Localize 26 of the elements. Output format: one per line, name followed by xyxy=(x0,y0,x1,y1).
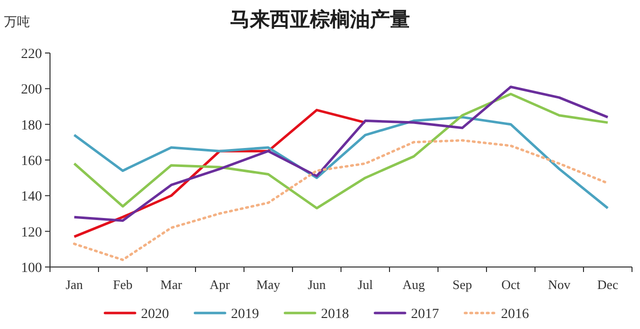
legend-label: 2020 xyxy=(141,307,169,322)
y-tick-label: 120 xyxy=(21,225,42,240)
y-axis-title: 万吨 xyxy=(4,14,30,29)
chart-title: 马来西亚棕榈油产量 xyxy=(230,8,410,31)
y-tick-label: 140 xyxy=(21,190,42,205)
legend-label: 2016 xyxy=(501,307,529,322)
legend-label: 2018 xyxy=(321,307,349,322)
x-tick-label: Jul xyxy=(358,277,374,292)
x-tick-label: Apr xyxy=(210,277,231,292)
x-tick-label: Jun xyxy=(308,277,326,292)
y-tick-label: 220 xyxy=(21,47,42,62)
x-tick-label: Dec xyxy=(597,277,618,292)
x-tick-label: Feb xyxy=(113,277,132,292)
x-tick-label: Sep xyxy=(452,277,472,292)
y-tick-label: 180 xyxy=(21,118,42,134)
x-tick-label: Aug xyxy=(402,277,426,292)
x-tick-label: Mar xyxy=(160,277,183,292)
x-tick-label: May xyxy=(256,277,281,292)
x-tick-label: Nov xyxy=(548,277,571,292)
y-tick-label: 100 xyxy=(21,261,42,276)
x-tick-label: Oct xyxy=(501,277,521,292)
legend-label: 2017 xyxy=(411,307,439,322)
legend-label: 2019 xyxy=(231,307,259,322)
y-tick-label: 200 xyxy=(21,82,42,98)
y-tick-label: 160 xyxy=(21,154,42,169)
x-tick-label: Jan xyxy=(66,277,84,292)
